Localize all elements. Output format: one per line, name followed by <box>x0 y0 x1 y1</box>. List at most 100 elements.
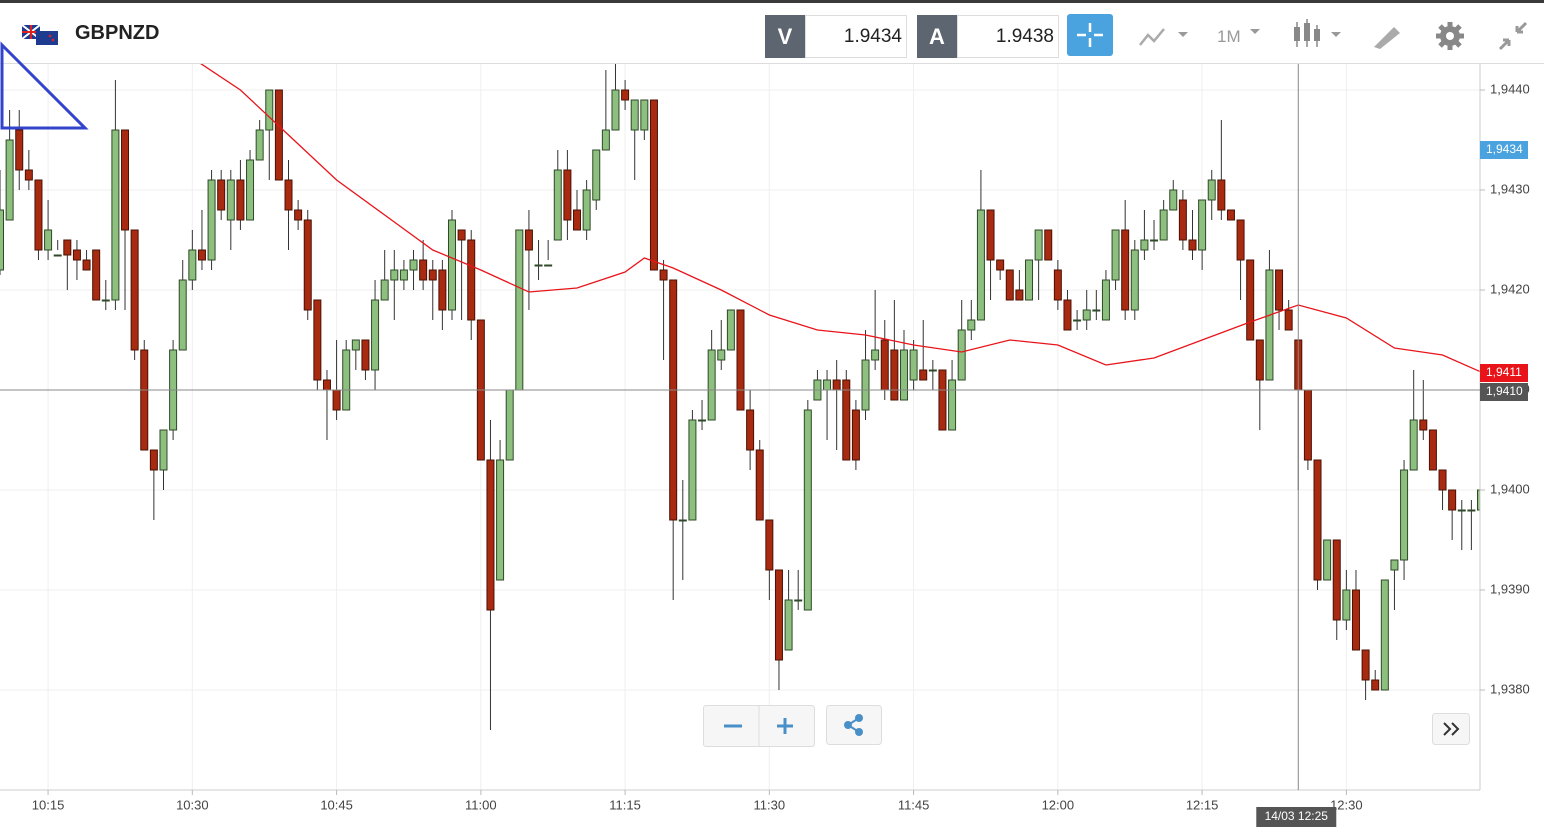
candle-body <box>121 129 130 231</box>
candle-body <box>1015 289 1024 301</box>
candle-body <box>1236 219 1245 261</box>
candle-body <box>1044 229 1053 261</box>
candle-body <box>1217 179 1226 211</box>
toolbar: GBPNZD V 1.9434 A 1.9438 1M <box>0 0 1544 64</box>
dropdown-icon <box>1250 29 1260 34</box>
collapse-button[interactable] <box>1496 19 1530 53</box>
candle-body <box>938 369 947 431</box>
candle-body <box>784 599 793 651</box>
candle-body <box>505 389 514 461</box>
candle-body <box>755 449 764 521</box>
x-tick-label: 12:00 <box>1042 797 1075 812</box>
zoom-controls <box>703 705 815 747</box>
candle-body <box>188 249 197 281</box>
crosshair-price-tag <box>1480 383 1528 401</box>
candle-body <box>1246 259 1255 341</box>
price-tag <box>1480 364 1528 382</box>
candle-body <box>1419 419 1428 431</box>
candle-body <box>246 159 255 221</box>
candle-body <box>1255 339 1264 381</box>
candle-body <box>1323 539 1332 581</box>
symbol[interactable]: GBPNZD <box>75 22 160 44</box>
candle-body <box>111 129 120 301</box>
crosshair-button[interactable] <box>1067 14 1113 56</box>
candle-body <box>1140 239 1149 251</box>
candle-body <box>380 279 389 301</box>
drawing-button[interactable] <box>1370 19 1404 53</box>
candle-body <box>1150 239 1159 242</box>
candle-body <box>803 409 812 611</box>
candle-body <box>1198 199 1207 251</box>
candle-body <box>53 254 62 257</box>
candle-body <box>1284 309 1293 331</box>
candle-body <box>284 179 293 211</box>
candle-body <box>640 99 649 131</box>
candle-body <box>861 359 870 411</box>
candle-body <box>553 169 562 241</box>
candle-body <box>1428 429 1437 471</box>
candle-body <box>1169 189 1178 211</box>
scroll-right-button[interactable] <box>1432 713 1470 745</box>
candle-body <box>1409 419 1418 471</box>
candle-body <box>957 329 966 381</box>
x-tick-label: 12:30 <box>1330 797 1363 812</box>
candle-body <box>1390 559 1399 571</box>
candle-body <box>948 379 957 431</box>
candle-body <box>515 229 524 391</box>
candle-body <box>313 299 322 381</box>
candle-body <box>678 519 687 522</box>
candle-body <box>1025 259 1034 301</box>
bid-button[interactable]: V <box>765 15 805 58</box>
candle-body <box>1207 179 1216 201</box>
candle-body <box>24 169 33 181</box>
candle-body <box>149 449 158 471</box>
candle-body <box>1361 649 1370 681</box>
candle-body <box>467 239 476 321</box>
y-tick-label: 1,9380 <box>1490 681 1530 696</box>
candle-body <box>351 339 360 351</box>
candle-body <box>765 519 774 571</box>
price-tag <box>1480 141 1528 159</box>
price-tag-label: 1,9434 <box>1486 142 1523 156</box>
ask-button[interactable]: A <box>917 15 957 58</box>
candle-body <box>1448 489 1457 511</box>
candle-body <box>611 89 620 131</box>
chart-type-button[interactable] <box>1130 17 1200 57</box>
bid-price-text: 1.9434 <box>843 26 902 47</box>
candle-body <box>226 179 235 221</box>
timeframe[interactable]: 1M <box>1217 27 1241 46</box>
settings-button[interactable] <box>1433 19 1467 53</box>
candle-body <box>823 379 832 391</box>
candle-body <box>342 349 351 411</box>
bid-price[interactable]: 1.9434 <box>805 15 907 58</box>
y-tick-label: 1,9430 <box>1490 181 1530 196</box>
candle-body <box>101 299 110 302</box>
candle-body <box>92 249 101 301</box>
candle-body <box>159 429 168 471</box>
flag-icon <box>22 25 58 45</box>
x-tick-label: 11:30 <box>754 797 786 812</box>
candle-body <box>486 459 495 611</box>
candle-body <box>390 269 399 281</box>
candle-body <box>197 249 206 261</box>
indicators-button[interactable] <box>1285 17 1345 57</box>
candle-body <box>217 179 226 211</box>
y-tick-label: 1,9390 <box>1490 581 1530 596</box>
candle-body <box>1371 679 1380 691</box>
x-tick-label: 11:15 <box>609 797 641 812</box>
candle-body <box>736 309 745 411</box>
candle-body <box>601 129 610 151</box>
candle-body <box>909 349 918 381</box>
candle-body <box>63 239 72 256</box>
candle-body <box>409 259 418 271</box>
candle-body <box>1130 249 1139 311</box>
candle-body <box>1457 509 1466 512</box>
candle-body <box>1351 589 1360 651</box>
candle-body <box>649 99 658 271</box>
candle-body <box>1332 539 1341 621</box>
ask-price[interactable]: 1.9438 <box>957 15 1059 58</box>
candle-body <box>1477 489 1480 511</box>
share-button[interactable] <box>826 705 882 745</box>
